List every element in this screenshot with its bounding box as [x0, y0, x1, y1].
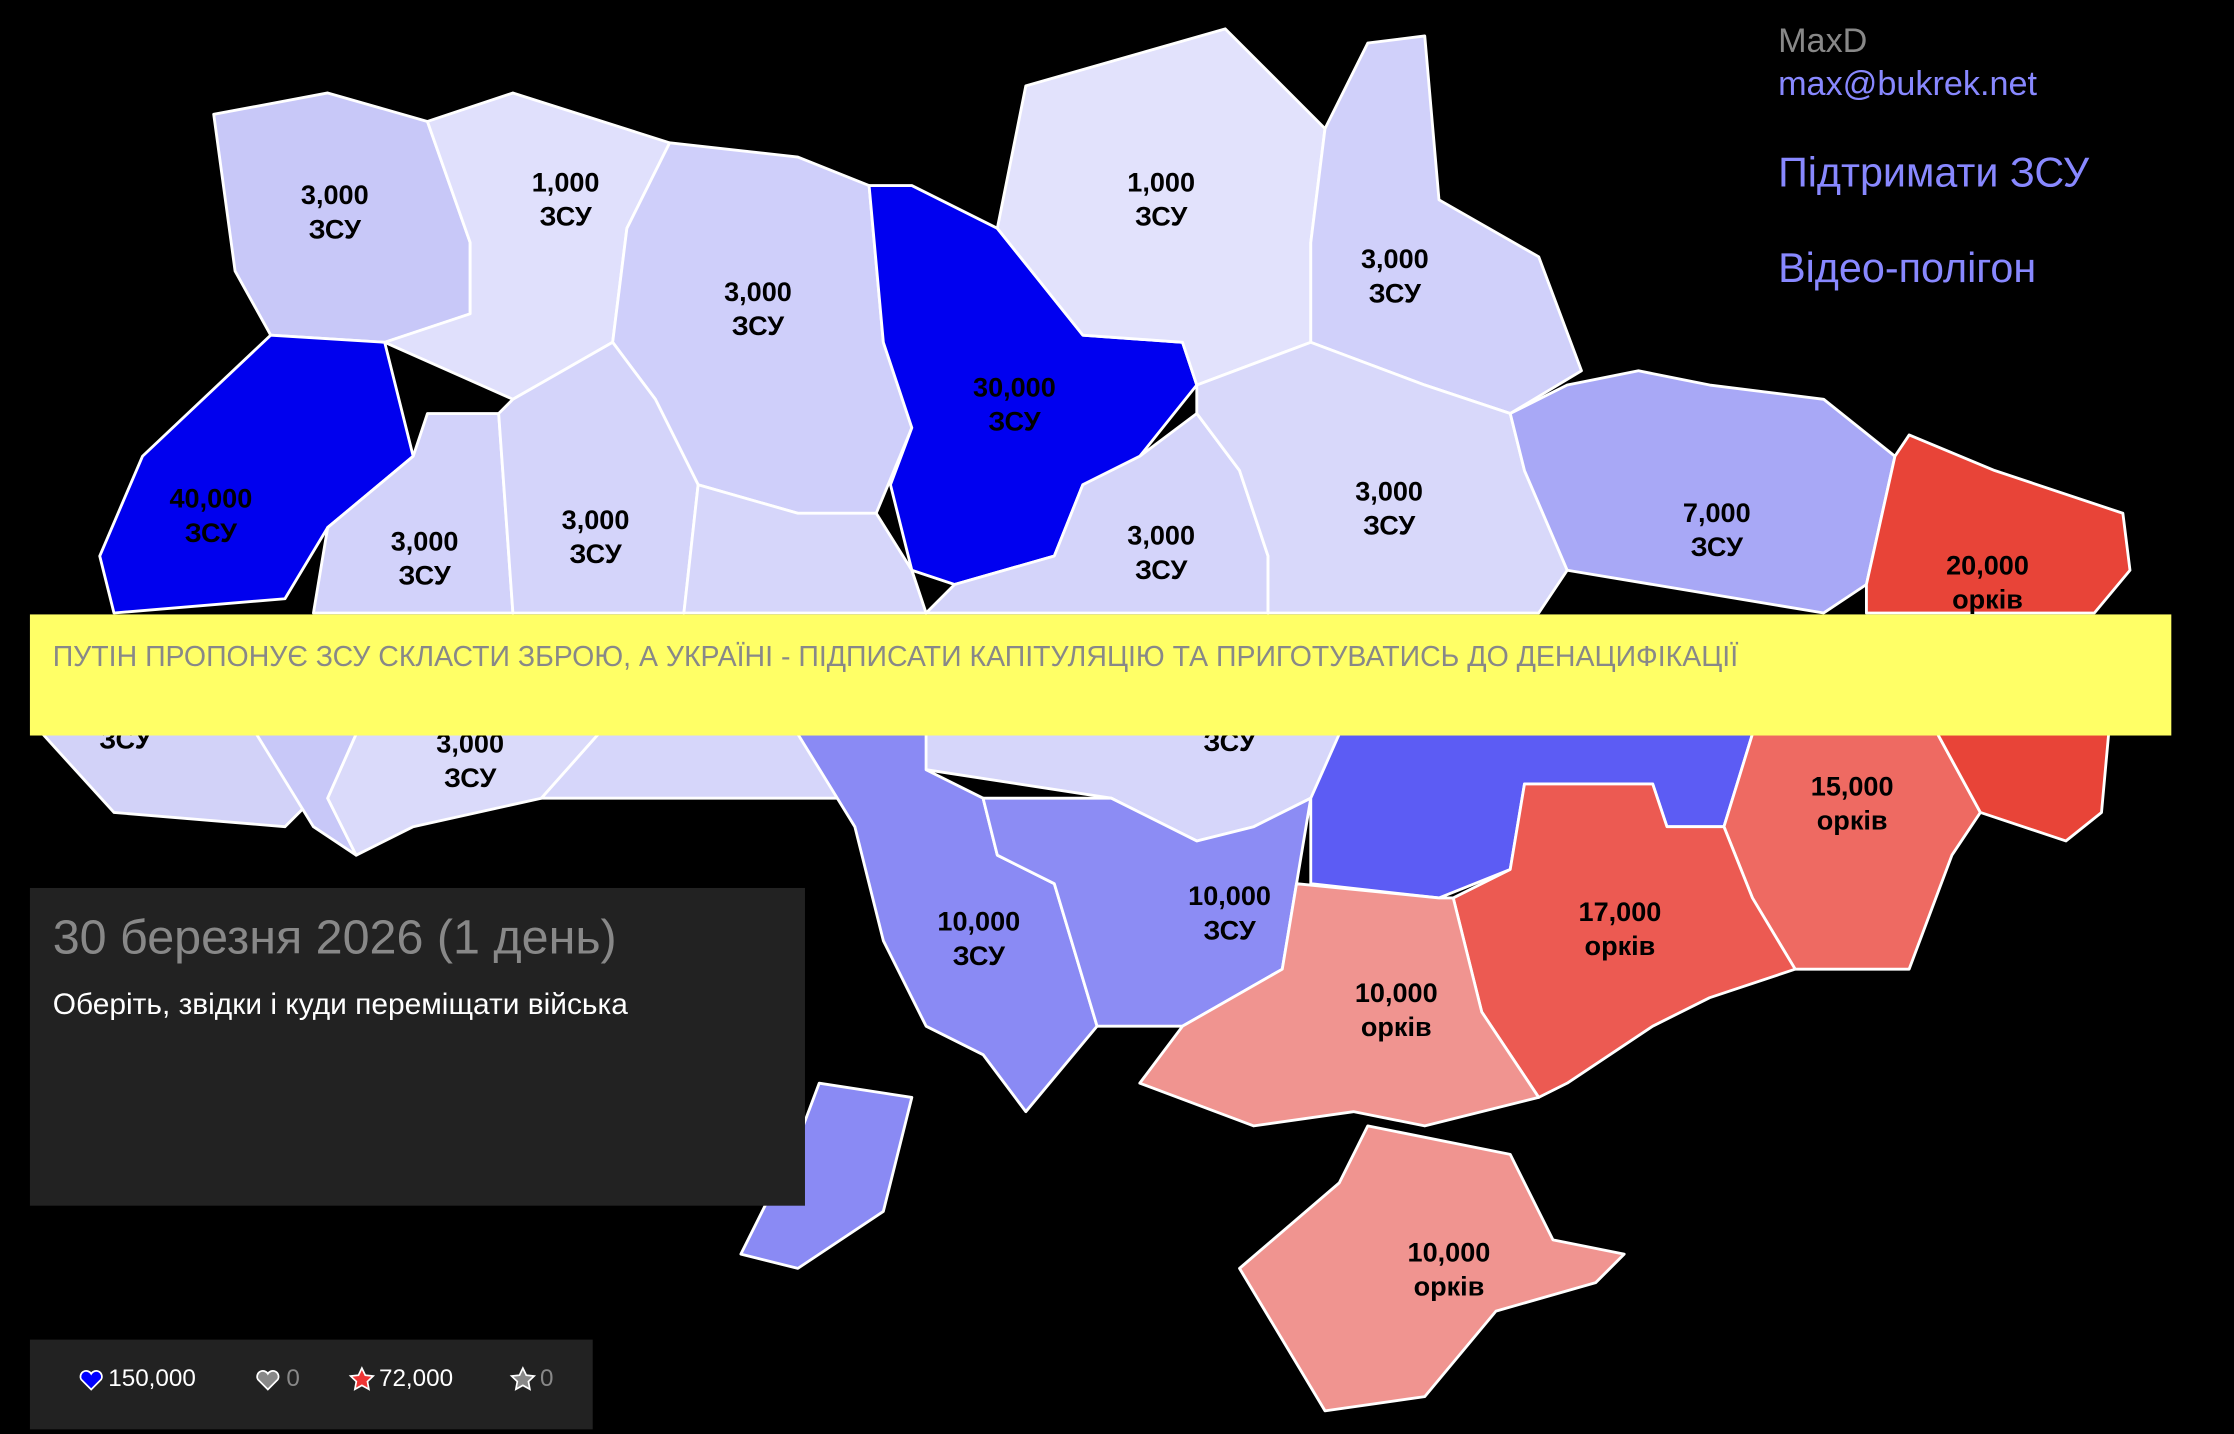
region-amount: 1,000	[1127, 166, 1195, 197]
region-amount: 10,000	[1355, 977, 1438, 1008]
region-side: ЗСУ	[398, 560, 451, 591]
region-amount: 10,000	[1188, 880, 1271, 911]
region[interactable]	[1195, 340, 1569, 615]
region-amount: 3,000	[301, 179, 369, 210]
date: 30 березня 2026 (1 день)	[53, 910, 617, 964]
region-amount: 7,000	[1683, 497, 1751, 528]
region-side: ЗСУ	[953, 940, 1006, 971]
stat: 0	[540, 1365, 553, 1392]
region-amount: 10,000	[937, 906, 1020, 937]
video-link[interactable]: Відео-полігон	[1778, 245, 2036, 291]
region-amount: 3,000	[724, 276, 792, 307]
region-amount: 10,000	[1408, 1236, 1491, 1267]
region-labels: 3,000ЗСУ1,000ЗСУ3,000ЗСУ30,000ЗСУ1,000ЗС…	[99, 166, 2029, 1301]
region-side: ЗСУ	[185, 517, 238, 548]
hint: Оберіть, звідки і куди переміщати військ…	[53, 988, 629, 1021]
region[interactable]	[497, 340, 700, 615]
region-side: ЗСУ	[1363, 510, 1416, 541]
region-side: ЗСУ	[1135, 554, 1188, 585]
author-email[interactable]: max@bukrek.net	[1778, 65, 2037, 103]
region[interactable]	[1309, 34, 1583, 415]
map	[41, 27, 2132, 1413]
region-side: ЗСУ	[1691, 531, 1744, 562]
region-side: ЗСУ	[732, 310, 785, 341]
info-panel	[29, 887, 805, 1206]
region-side: ЗСУ	[1135, 200, 1188, 231]
region-side: ЗСУ	[569, 538, 622, 569]
region[interactable]	[682, 483, 928, 615]
region-amount: 30,000	[973, 371, 1056, 402]
region-side: орків	[1585, 930, 1656, 961]
stat: 150,000	[108, 1365, 196, 1392]
region-side: орків	[1952, 584, 2023, 615]
region-amount: 40,000	[169, 483, 252, 514]
region-side: ЗСУ	[1369, 277, 1422, 308]
region-amount: 3,000	[1361, 243, 1429, 274]
region[interactable]	[1508, 369, 1897, 615]
region-side: ЗСУ	[1203, 914, 1256, 945]
region-amount: 1,000	[532, 166, 600, 197]
region[interactable]	[1238, 1124, 1626, 1413]
region-amount: 3,000	[1355, 475, 1423, 506]
region-side: ЗСУ	[539, 200, 592, 231]
region-amount: 3,000	[1127, 520, 1195, 551]
blue-heart-icon	[79, 1370, 103, 1391]
region-side: ЗСУ	[988, 406, 1041, 437]
region-amount: 15,000	[1811, 770, 1894, 801]
author-name: MaxD	[1778, 22, 1867, 60]
region[interactable]	[1138, 882, 1541, 1128]
gray-heart-icon	[256, 1370, 280, 1391]
banner-bg	[29, 614, 2172, 736]
region-side: орків	[1817, 805, 1888, 836]
region-amount: 3,000	[391, 525, 459, 556]
region-side: ЗСУ	[309, 213, 362, 244]
red-star-icon	[348, 1366, 376, 1391]
gray-star-icon	[509, 1366, 537, 1391]
region[interactable]	[1864, 433, 2132, 615]
region-side: орків	[1361, 1011, 1432, 1042]
stat: 0	[286, 1365, 299, 1392]
region-side: ЗСУ	[444, 762, 497, 793]
stats-bar	[29, 1339, 593, 1430]
stat: 72,000	[379, 1365, 453, 1392]
region-amount: 3,000	[562, 504, 630, 535]
support-link[interactable]: Підтримати ЗСУ	[1778, 150, 2090, 196]
region-amount: 17,000	[1579, 896, 1662, 927]
region-side: орків	[1414, 1270, 1485, 1301]
banner-text: ПУТІН ПРОПОНУЄ ЗСУ СКЛАСТИ ЗБРОЮ, А УКРА…	[53, 641, 1738, 673]
region-amount: 20,000	[1946, 550, 2029, 581]
